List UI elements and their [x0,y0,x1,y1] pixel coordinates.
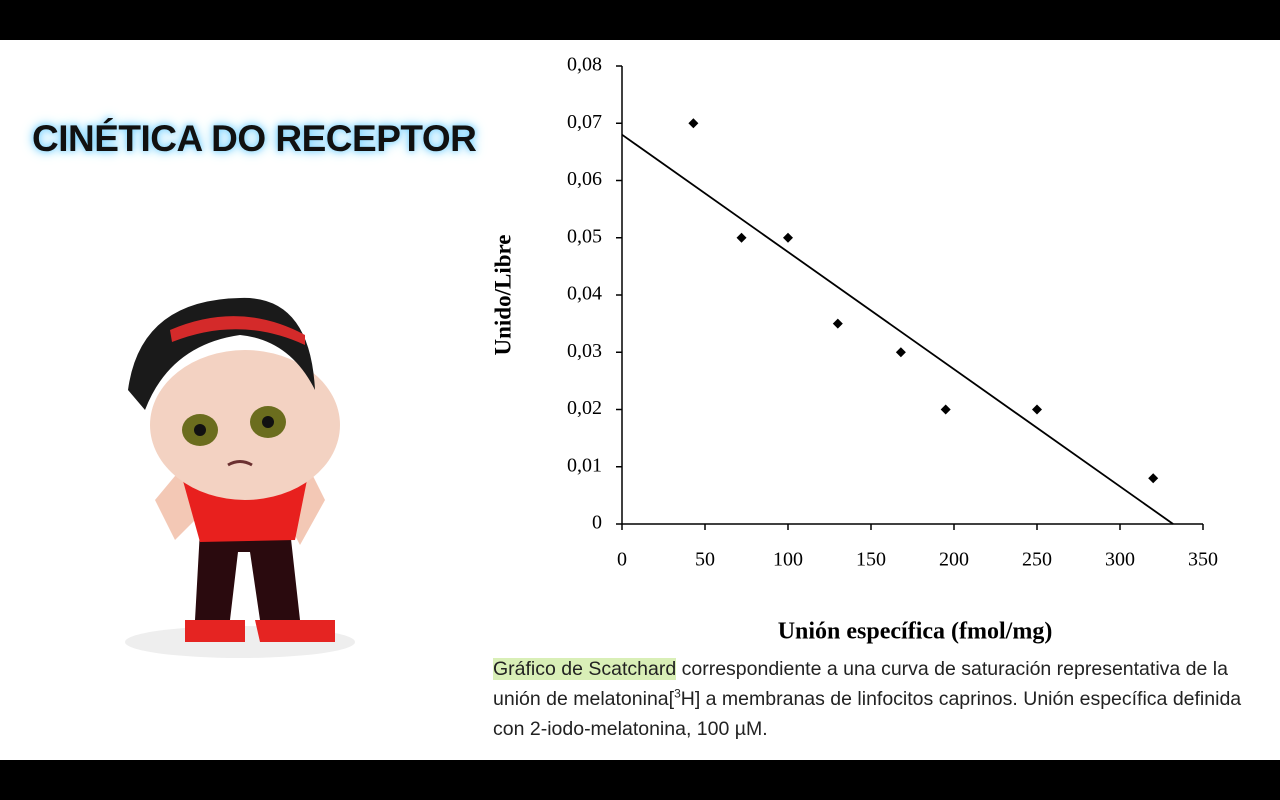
y-tick-label: 0,03 [567,340,602,362]
y-tick-label: 0 [592,512,602,534]
x-tick-label: 250 [1022,549,1052,571]
data-point [1032,404,1042,415]
caption-text: H] a membranas de linfocitos caprinos. U… [493,688,1242,740]
chart: Unido/Libre Unión específica (fmol/mg) 0… [490,54,1218,645]
x-tick-label: 150 [856,549,886,571]
x-tick-label: 200 [939,549,969,571]
trend-line [621,133,1174,525]
x-tick-label: 300 [1105,549,1135,571]
y-tick-label: 0,02 [567,397,602,419]
x-tick-label: 50 [695,549,715,571]
caption-highlight: Gráfico de Scatchard [493,658,677,680]
data-point [895,347,906,358]
x-tick-label: 350 [1188,549,1218,571]
slide-title: CINÉTICA DO RECEPTOR [32,118,477,159]
y-tick-label: 0,07 [567,111,602,133]
x-tick-label: 0 [617,549,627,571]
data-point [832,318,843,329]
y-tick-label: 0,05 [567,225,602,247]
data-point [783,232,793,243]
y-tick-label: 0,04 [567,283,602,305]
y-tick-label: 0,01 [567,454,602,476]
data-point [688,118,699,129]
caption-text: correspondiente a una curva de saturació… [493,658,1228,710]
data-point [736,232,747,243]
x-tick-label: 100 [773,549,803,571]
data-point [1148,473,1159,484]
letterbox-bottom [0,760,1280,800]
letterbox-top [0,0,1280,40]
x-axis-label: Unión específica (fmol/mg) [778,619,1053,645]
character-illustration [125,297,355,658]
y-tick-label: 0,08 [567,54,602,76]
y-tick-label: 0,06 [567,168,602,190]
y-axis-label: Unido/Libre [490,235,515,356]
caption: Gráfico de Scatchard correspondiente a u… [493,654,1253,744]
data-point [940,404,951,415]
caption-superscript: 3 [674,686,681,701]
